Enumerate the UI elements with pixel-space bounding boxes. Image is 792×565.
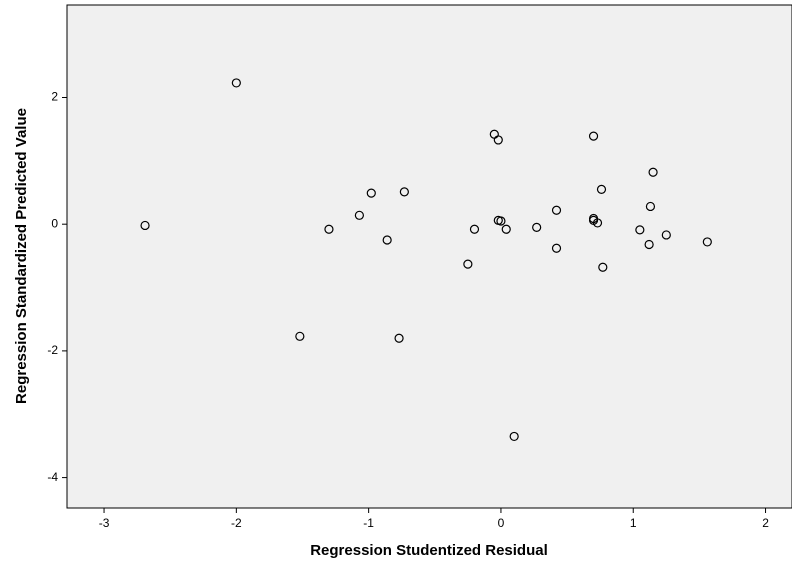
plot-area: [67, 5, 792, 508]
chart: Regression Studentized Residual Regressi…: [0, 0, 792, 565]
x-tick-label: 0: [498, 516, 505, 530]
y-tick-label: 2: [51, 90, 58, 104]
x-axis-title: Regression Studentized Residual: [310, 542, 548, 559]
y-tick-label: -2: [47, 343, 58, 357]
y-tick-label: 0: [51, 216, 58, 230]
y-tick-label: -4: [47, 470, 58, 484]
x-tick-label: -2: [231, 516, 242, 530]
y-axis-title: Regression Standardized Predicted Value: [13, 108, 30, 404]
x-tick-label: 1: [630, 516, 637, 530]
x-tick-label: 2: [762, 516, 769, 530]
x-tick-label: -1: [363, 516, 374, 530]
x-tick-label: -3: [99, 516, 110, 530]
